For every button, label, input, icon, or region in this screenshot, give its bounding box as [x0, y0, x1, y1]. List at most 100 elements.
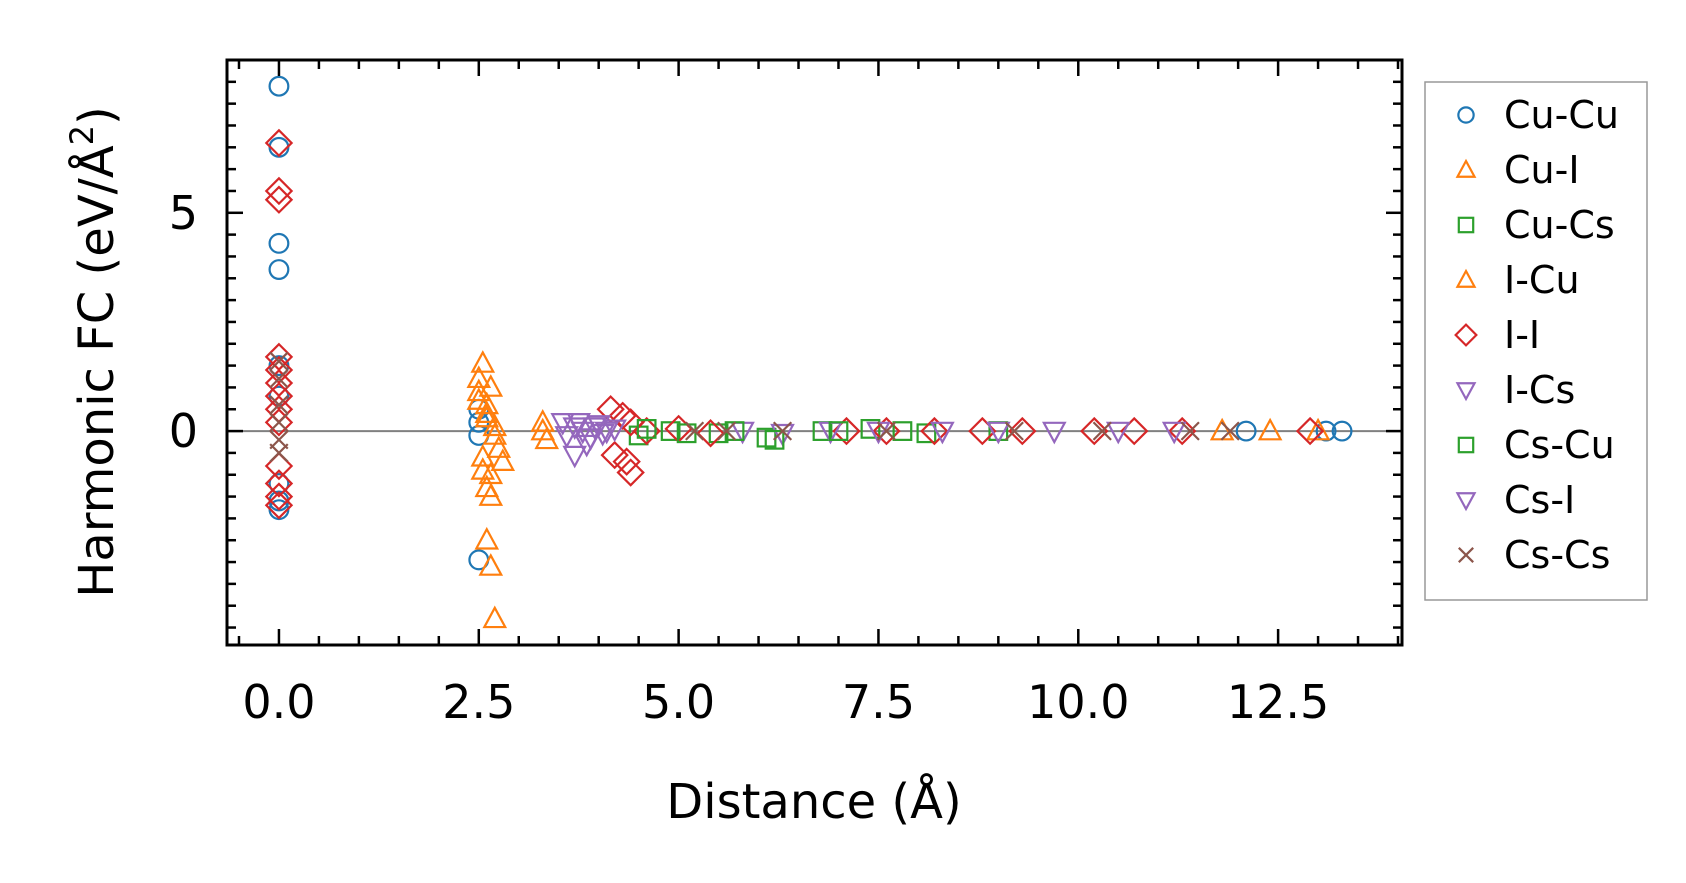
legend-item: I-Cs — [1455, 368, 1575, 412]
data-point-cs-cs — [1180, 421, 1200, 441]
data-point-i-cu — [470, 457, 496, 480]
data-point-i-cu — [482, 422, 508, 445]
legend-label: Cu-Cs — [1504, 203, 1615, 247]
data-point-i-cs — [1105, 421, 1131, 445]
data-point-cu-i — [478, 374, 504, 397]
data-markers — [264, 75, 1353, 629]
data-point-cu-i — [490, 448, 516, 471]
data-point-i-cs — [1161, 421, 1187, 445]
legend: Cu-Cu Cu-I Cu-Cs I-Cu I-I I-Cs Cs-Cu Cs-I Cs-Cs — [1424, 81, 1648, 601]
data-point-cs-cu — [828, 421, 849, 441]
data-point-cs-cu — [636, 418, 657, 439]
data-point-i-i — [264, 128, 294, 158]
data-point-cu-i — [478, 553, 504, 576]
data-point-i-i — [1167, 416, 1197, 446]
legend-marker — [1455, 492, 1477, 512]
x-tick-label: 12.5 — [1227, 675, 1329, 729]
legend-item: Cu-Cs — [1457, 203, 1615, 247]
data-point-i-cs — [1041, 421, 1067, 445]
y-tick-label: 5 — [169, 186, 198, 240]
data-point-i-i — [264, 408, 294, 437]
data-point-cu-i — [486, 435, 512, 458]
data-point-cs-i — [566, 413, 591, 436]
data-point-i-i — [1008, 416, 1037, 446]
data-point-cs-cs — [269, 351, 289, 371]
data-point-cs-cs — [685, 421, 705, 441]
data-point-cs-cs — [772, 421, 793, 441]
legend-item: Cu-I — [1455, 148, 1580, 192]
data-point-i-cu — [474, 400, 500, 423]
x-axis-label: Distance (Å) — [666, 773, 961, 830]
data-point-cu-cu — [268, 136, 290, 158]
data-point-i-i — [264, 491, 294, 520]
data-point-i-cs — [986, 421, 1011, 445]
data-point-i-i — [616, 408, 645, 437]
data-point-cs-i — [574, 434, 599, 458]
legend-marker — [1455, 158, 1477, 178]
data-point-cs-i — [582, 417, 607, 441]
data-point-i-i — [264, 185, 294, 214]
data-point-i-i — [264, 482, 294, 511]
series-cu-cu — [268, 75, 1353, 571]
data-point-cu-i — [474, 404, 500, 428]
data-point-i-cs — [770, 423, 795, 447]
data-point-i-cu — [466, 387, 492, 410]
data-point-cs-cs — [269, 443, 289, 463]
x-tick-label: 10.0 — [1027, 675, 1129, 729]
data-point-cu-i — [474, 526, 500, 550]
data-point-i-cu — [530, 417, 556, 441]
data-point-i-i — [616, 458, 645, 487]
legend-item: Cs-Cu — [1457, 423, 1615, 467]
series-cu-i — [466, 350, 1331, 629]
data-point-i-i — [696, 419, 725, 448]
plot-frame — [225, 58, 1404, 647]
x-tick-label: 7.5 — [842, 675, 915, 729]
legend-marker — [1457, 216, 1475, 234]
data-point-cu-i — [530, 409, 556, 432]
data-point-i-i — [1080, 416, 1109, 446]
y-axis-label-superscript: 2 — [63, 125, 101, 145]
x-tick-label: 5.0 — [642, 675, 715, 729]
data-point-cu-cu — [268, 259, 290, 281]
data-point-i-i — [872, 416, 901, 446]
data-point-cu-cu — [1235, 420, 1257, 442]
legend-label: Cu-Cu — [1504, 93, 1619, 137]
legend-label: I-Cu — [1504, 258, 1580, 302]
data-point-cu-i — [466, 365, 492, 389]
data-point-cs-cs — [269, 395, 289, 415]
legend-item: Cs-I — [1455, 478, 1575, 522]
legend-marker — [1457, 106, 1475, 124]
data-point-cs-cs — [1092, 421, 1112, 441]
legend-marker — [1458, 547, 1474, 563]
data-point-cu-cs — [916, 423, 937, 444]
y-axis-label-main: Harmonic FC (eV/Å — [68, 145, 125, 598]
data-point-i-i — [1295, 416, 1325, 446]
data-point-cu-i — [474, 391, 500, 415]
legend-label: Cs-I — [1504, 478, 1575, 522]
legend-item: Cu-Cu — [1457, 93, 1619, 137]
data-point-cs-cu — [764, 429, 785, 450]
data-point-cu-cu — [268, 75, 290, 97]
data-point-cu-cu — [1331, 420, 1353, 442]
data-point-cs-cs — [269, 369, 289, 389]
legend-marker — [1457, 436, 1475, 454]
data-point-cu-i — [1257, 417, 1283, 441]
data-point-cu-i — [478, 461, 504, 485]
data-point-cs-cs — [1220, 421, 1240, 441]
data-point-cu-i — [1305, 417, 1331, 441]
data-point-cu-i — [482, 413, 508, 437]
data-point-i-i — [264, 469, 294, 498]
data-point-i-i — [264, 176, 294, 206]
data-point-i-i — [920, 416, 949, 446]
data-point-cu-cs — [860, 418, 881, 439]
data-point-cs-cs — [876, 421, 897, 441]
y-axis-label-end: ) — [69, 106, 125, 125]
series-cs-cs — [269, 351, 1240, 463]
series-cs-i — [554, 413, 615, 469]
legend-item: Cs-Cs — [1458, 533, 1610, 577]
data-point-cs-i — [590, 423, 615, 447]
axis-ticks: 0.0 2.5 5.0 7.5 10.0 12.5 0 5 — [169, 58, 1402, 729]
legend-label: I-Cs — [1504, 368, 1575, 412]
legend-marker — [1455, 268, 1477, 288]
data-point-cs-cs — [716, 421, 737, 441]
